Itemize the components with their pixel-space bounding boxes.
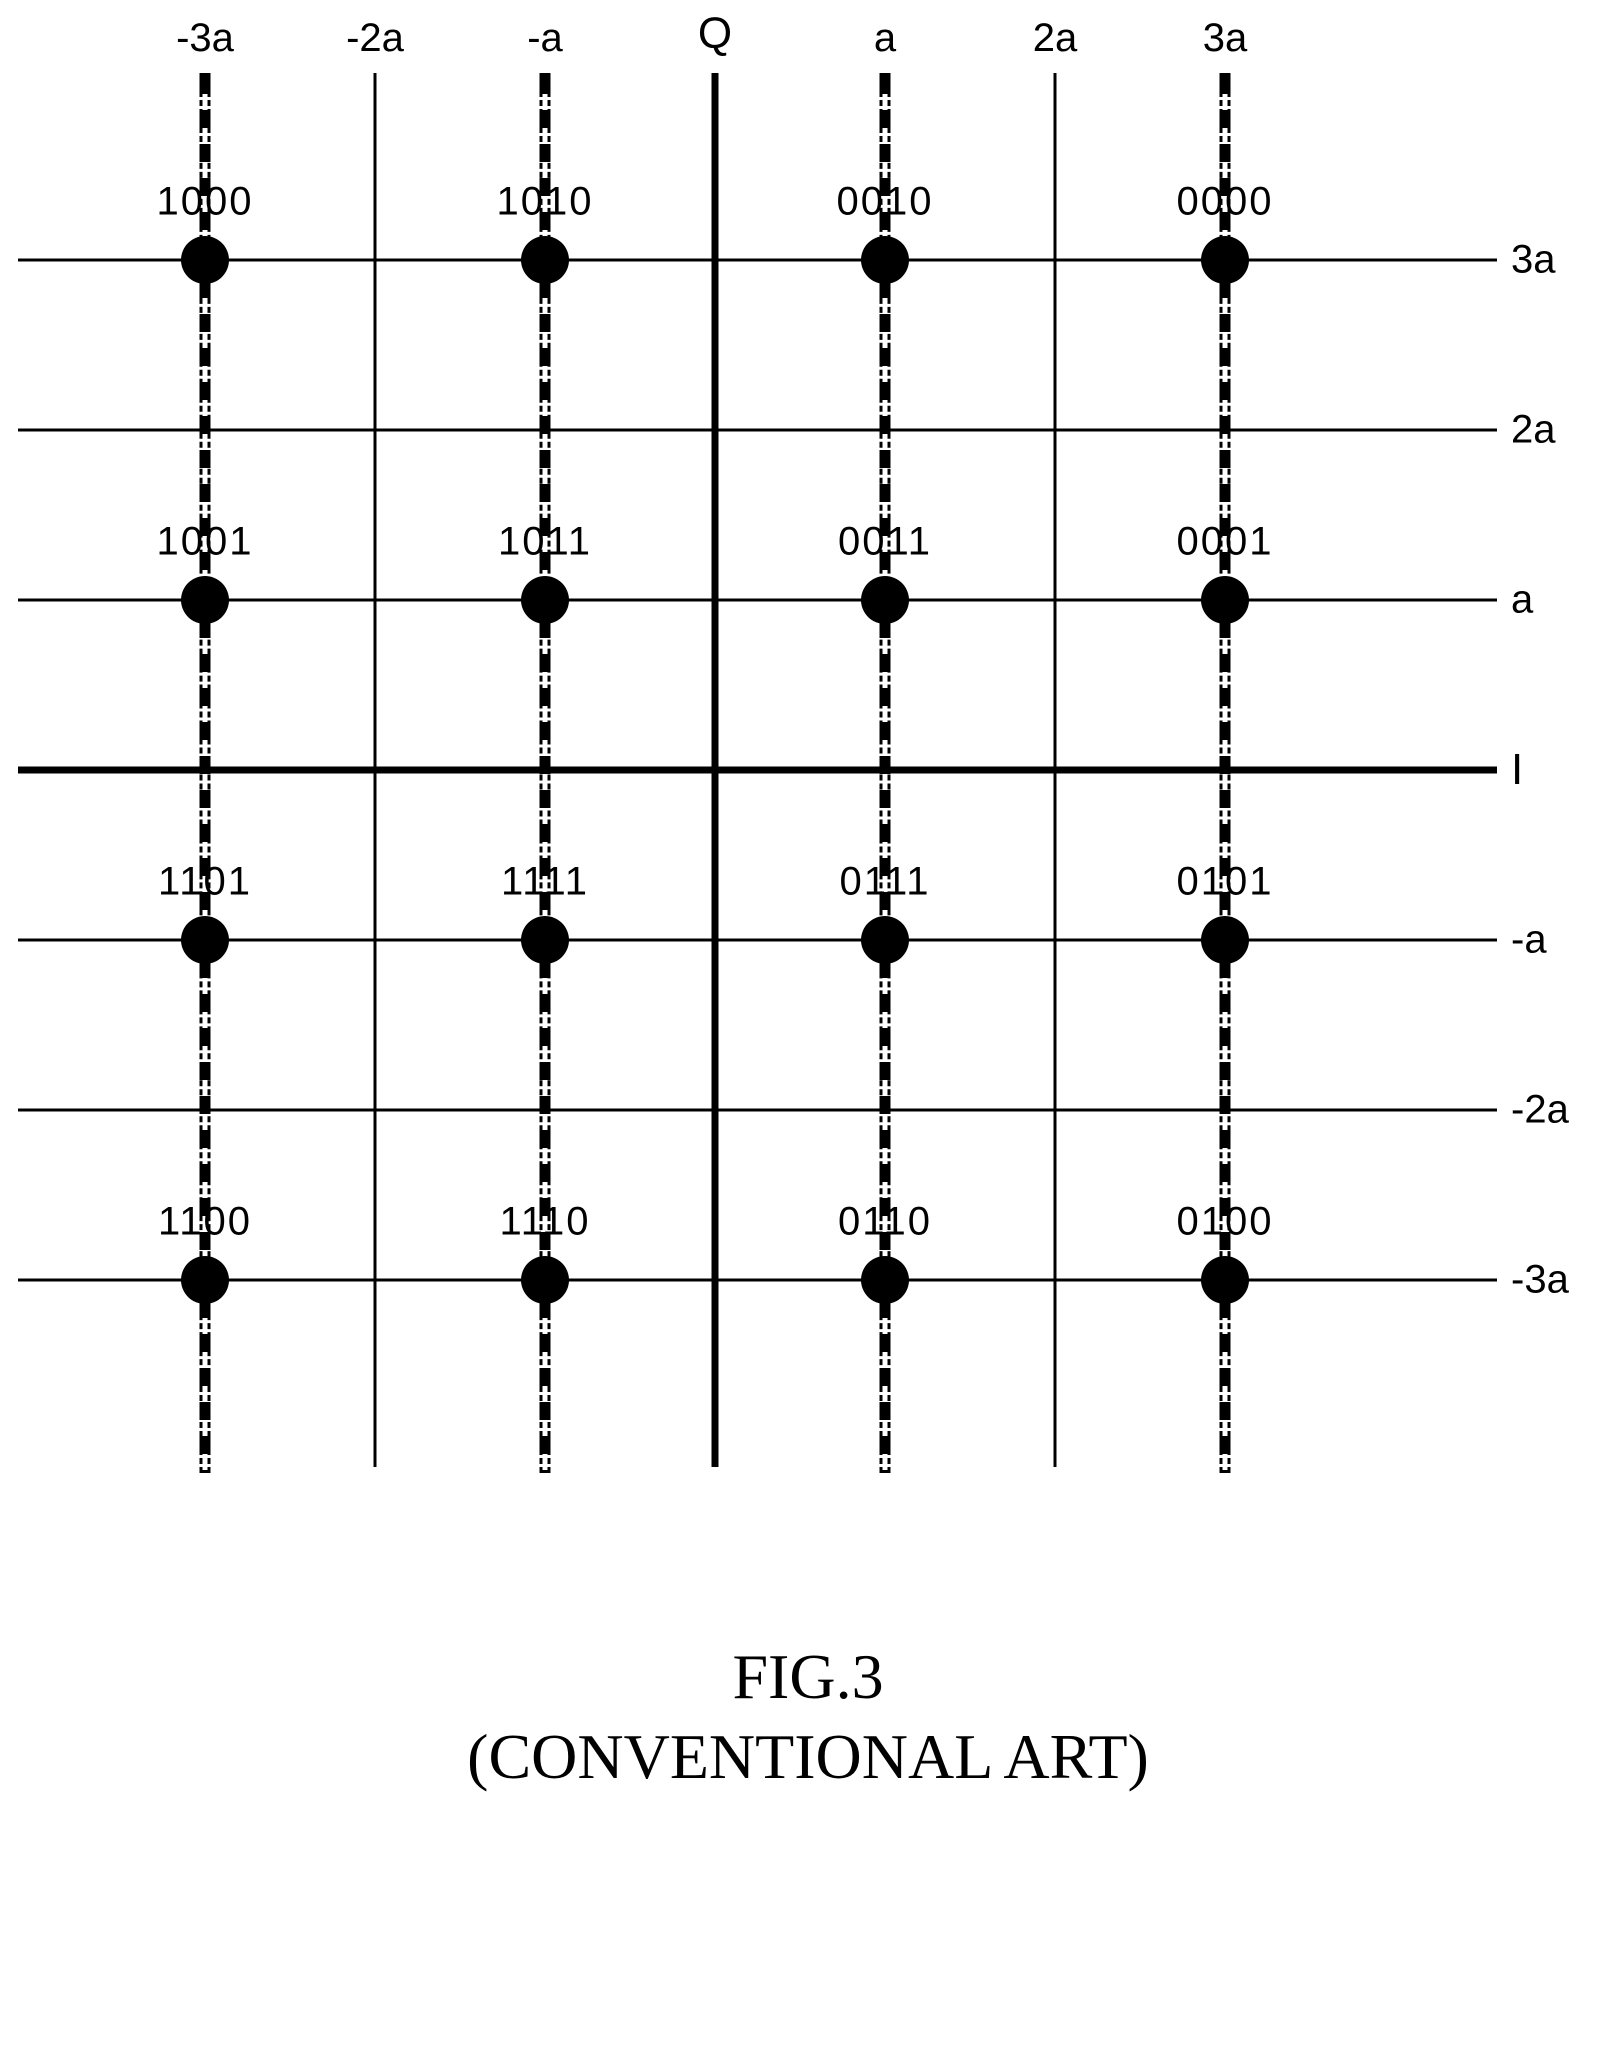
constellation-point [521,916,569,964]
constellation-point-label: 1001 [157,520,254,565]
y-tick-label: 3a [1511,238,1556,283]
constellation-point [521,576,569,624]
h-gridline [18,429,1497,432]
constellation-point [861,916,909,964]
figure-number: FIG.3 [0,1640,1616,1714]
constellation-point [861,1256,909,1304]
constellation-point-label: 0100 [1177,1200,1274,1245]
y-tick-label: a [1511,578,1533,623]
constellation-point [521,1256,569,1304]
constellation-point [1201,576,1249,624]
constellation-point-label: 0000 [1177,180,1274,225]
constellation-point [181,236,229,284]
constellation-point-label: 1010 [497,180,594,225]
figure-subtitle: (CONVENTIONAL ART) [0,1720,1616,1794]
constellation-point-label: 1000 [157,180,254,225]
x-tick-label: -3a [176,16,234,61]
constellation-point [1201,916,1249,964]
constellation-point [521,236,569,284]
q-axis [712,73,719,1467]
y-tick-label: -a [1511,918,1547,963]
v-gridline [374,73,377,1467]
constellation-point [181,916,229,964]
constellation-point-label: 1110 [499,1200,590,1245]
constellation-point-label: 0111 [839,860,930,905]
constellation-point-label: 0010 [837,180,934,225]
constellation-point-label: 0110 [838,1200,932,1245]
constellation-point [861,236,909,284]
constellation-point [181,1256,229,1304]
constellation-point-label: 1111 [501,860,589,905]
constellation-point-label: 1011 [498,520,592,565]
v-gridline [1054,73,1057,1467]
h-gridline [18,939,1497,942]
i-axis-label: I [1511,745,1523,795]
y-tick-label: 2a [1511,408,1556,453]
x-tick-label: 2a [1033,16,1078,61]
x-tick-label: -2a [346,16,404,61]
x-tick-label: -a [527,16,563,61]
h-gridline [18,1109,1497,1112]
constellation-point-label: 1101 [158,860,252,905]
h-gridline [18,259,1497,262]
x-tick-label: 3a [1203,16,1248,61]
constellation-point [861,576,909,624]
i-axis [18,767,1497,774]
constellation-point-label: 0101 [1177,860,1274,905]
h-gridline [18,599,1497,602]
y-tick-label: -3a [1511,1258,1569,1303]
x-tick-label: a [874,16,896,61]
constellation-point [1201,236,1249,284]
q-axis-label: Q [698,9,732,59]
h-gridline [18,1279,1497,1282]
constellation-point-label: 0001 [1177,520,1274,565]
page-root: 3a 2a a -a -2a -3a -3a -2a -a a 2a 3a Q I 1000 1010 0010… [0,0,1616,2049]
constellation-point [181,576,229,624]
constellation-point-label: 0011 [838,520,932,565]
y-tick-label: -2a [1511,1088,1569,1133]
constellation-point-label: 1100 [158,1200,252,1245]
constellation-point [1201,1256,1249,1304]
